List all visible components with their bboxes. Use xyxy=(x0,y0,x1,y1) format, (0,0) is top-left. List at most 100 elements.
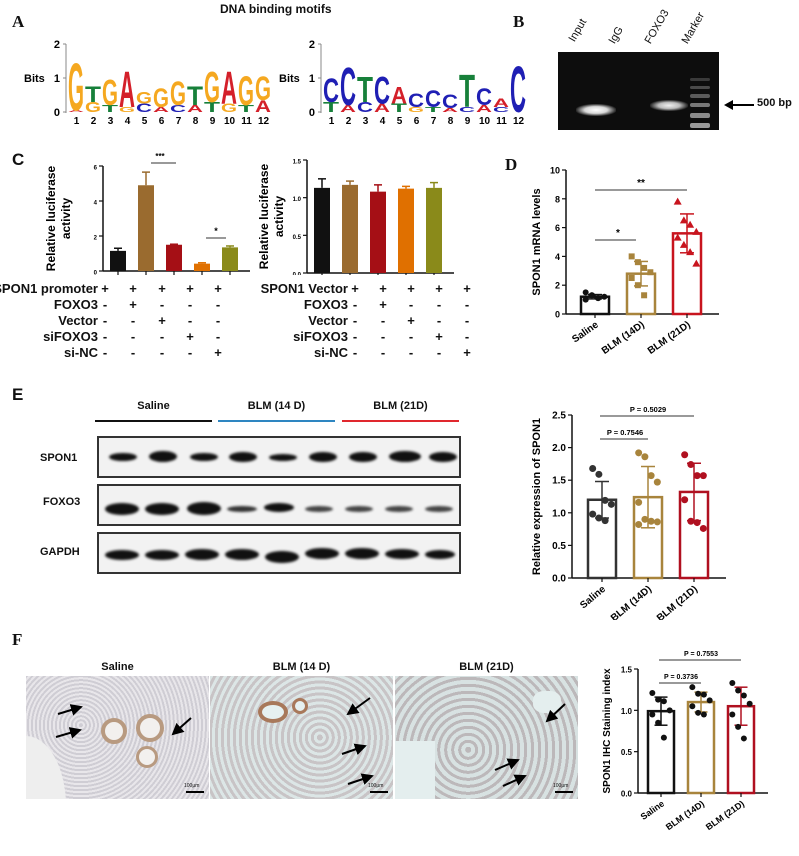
svg-text:C: C xyxy=(408,90,424,112)
group-line-blm21 xyxy=(342,420,459,422)
svg-text:T: T xyxy=(102,104,119,115)
svg-text:T: T xyxy=(204,99,220,116)
svg-text:9: 9 xyxy=(210,116,216,127)
svg-text:1: 1 xyxy=(329,116,335,127)
svg-text:0.0: 0.0 xyxy=(621,790,633,799)
svg-text:A: A xyxy=(119,62,135,119)
lane-label-igg: IgG xyxy=(606,24,626,46)
western-blot-spon1 xyxy=(97,436,461,478)
svg-text:BLM (21D): BLM (21D) xyxy=(704,798,746,832)
marker-size-label: 500 bp xyxy=(757,97,792,109)
panel-label-c: C xyxy=(12,150,25,169)
svg-text:T: T xyxy=(391,101,407,115)
chart-c-left: 0 2 4 6 Relative luciferase activity *** * xyxy=(0,130,260,277)
svg-text:G: G xyxy=(136,88,152,107)
svg-text:activity: activity xyxy=(272,195,286,237)
svg-text:A: A xyxy=(68,110,84,113)
svg-text:G: G xyxy=(408,106,424,114)
svg-text:BLM (14D): BLM (14D) xyxy=(600,319,647,356)
svg-text:T: T xyxy=(85,83,101,107)
svg-text:SPON1 mRNA levels: SPON1 mRNA levels xyxy=(531,188,543,295)
svg-text:0: 0 xyxy=(309,107,315,119)
svg-text:**: ** xyxy=(637,178,645,189)
svg-text:2: 2 xyxy=(555,281,560,291)
svg-text:1: 1 xyxy=(74,116,80,127)
panel-label-d: D xyxy=(505,155,518,174)
svg-text:0: 0 xyxy=(94,271,98,276)
svg-text:G: G xyxy=(221,101,237,115)
svg-text:G: G xyxy=(153,83,169,112)
svg-text:BLM (14D): BLM (14D) xyxy=(664,798,706,832)
group-line-saline xyxy=(95,420,212,422)
svg-text:1.0: 1.0 xyxy=(552,508,566,519)
svg-text:5: 5 xyxy=(397,116,403,127)
svg-text:T: T xyxy=(459,65,475,117)
svg-text:BLM (21D): BLM (21D) xyxy=(646,319,693,356)
condition-table-c: SPON1 promoter + + + + + FOXO3 - + - - -… xyxy=(0,281,471,360)
svg-text:6: 6 xyxy=(159,116,165,127)
svg-text:A: A xyxy=(255,96,271,115)
svg-text:Saline: Saline xyxy=(570,319,601,345)
svg-text:G: G xyxy=(204,63,220,112)
svg-text:C: C xyxy=(493,106,509,114)
ihc-arrows-saline xyxy=(55,704,204,793)
ihc-label-saline: Saline xyxy=(101,661,134,673)
svg-text:11: 11 xyxy=(241,116,252,127)
svg-text:1.0: 1.0 xyxy=(293,197,302,203)
svg-text:2: 2 xyxy=(54,39,60,51)
ihc-label-blm21: BLM (21D) xyxy=(459,661,514,673)
svg-text:A: A xyxy=(153,106,169,114)
chart-d: 0 2 4 6 8 10 SPON1 mRNA levels Saline BLM (14D) B… xyxy=(490,130,799,370)
svg-text:T: T xyxy=(323,99,339,116)
svg-text:6: 6 xyxy=(94,166,98,172)
chart-f: 0.0 0.5 1.0 1.5 SPON1 IHC Staining index Sali… xyxy=(570,640,799,851)
svg-text:4: 4 xyxy=(125,116,131,127)
ihc-image-saline: 100μm xyxy=(26,676,209,799)
svg-text:0.5: 0.5 xyxy=(621,748,633,757)
svg-text:A: A xyxy=(442,107,459,113)
svg-text:activity: activity xyxy=(59,197,73,239)
svg-text:C: C xyxy=(459,106,475,114)
svg-text:2: 2 xyxy=(91,116,97,127)
lane-label-foxo3: FOXO3 xyxy=(642,7,672,46)
motif-logo-1-svg: 012BitsAG1GT2TG3GA4CG5AG6CG7AT8TG9GA10TG… xyxy=(24,39,271,127)
blot-label-foxo3: FOXO3 xyxy=(43,496,81,508)
svg-text:P = 0.3736: P = 0.3736 xyxy=(664,674,698,681)
svg-text:0.0: 0.0 xyxy=(552,574,566,585)
panel-label-f: F xyxy=(12,630,23,649)
svg-text:10: 10 xyxy=(479,116,491,127)
svg-text:10: 10 xyxy=(224,116,236,127)
blot-label-gapdh: GAPDH xyxy=(40,546,80,558)
svg-text:3: 3 xyxy=(363,116,369,127)
svg-text:0.5: 0.5 xyxy=(552,541,566,552)
ihc-arrows-blm14 xyxy=(341,697,388,793)
lane-label-input: Input xyxy=(566,16,590,44)
svg-text:9: 9 xyxy=(465,116,471,127)
group-label-blm21: BLM (21D) xyxy=(373,400,428,412)
svg-text:4: 4 xyxy=(555,252,560,262)
svg-text:1.0: 1.0 xyxy=(621,707,633,716)
panel-label-a: A xyxy=(12,12,25,31)
svg-text:Bits: Bits xyxy=(24,73,45,85)
motif-logo-2: 0 1 2 Bits T C 1 A C 2 C T 3 A C 4 T A 5 G C 6 T C 7 A C 8 C T 9 A C 10 C A… xyxy=(275,20,535,130)
svg-text:3: 3 xyxy=(108,116,114,127)
svg-text:Bits: Bits xyxy=(279,73,300,85)
svg-text:P = 0.5029: P = 0.5029 xyxy=(630,405,666,414)
svg-text:8: 8 xyxy=(193,116,199,127)
group-label-blm14: BLM (14 D) xyxy=(247,400,306,412)
svg-text:T: T xyxy=(425,106,442,114)
svg-text:C: C xyxy=(374,68,390,112)
svg-text:G: G xyxy=(170,75,186,113)
svg-text:T: T xyxy=(187,81,204,110)
svg-text:A: A xyxy=(476,104,492,115)
svg-text:C: C xyxy=(340,56,356,117)
scale-bar-label-blm14: 100μm xyxy=(368,783,384,789)
svg-text:1.5: 1.5 xyxy=(293,160,302,166)
gel-band-foxo3 xyxy=(650,100,688,111)
motif-logo-2-svg: 012BitsTC1AC2CT3AC4TA5GC6TC7AC8CT9AC10CA… xyxy=(279,39,526,127)
svg-text:Relative luciferase: Relative luciferase xyxy=(257,163,271,269)
svg-text:C: C xyxy=(357,99,373,116)
svg-text:8: 8 xyxy=(448,116,454,127)
svg-text:0: 0 xyxy=(54,107,60,119)
